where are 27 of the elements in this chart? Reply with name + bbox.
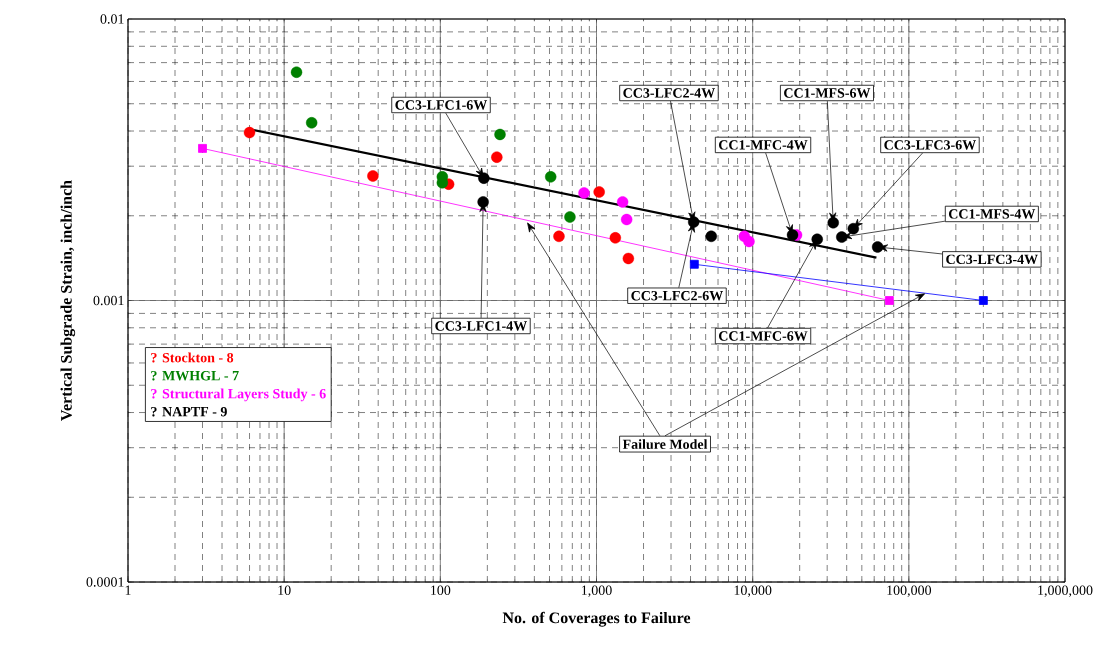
- y-tick-label: 0.01: [100, 14, 124, 24]
- text: ? Stockton - 8: [151, 352, 234, 363]
- annotation: CC1-MFC-6W: [719, 331, 808, 341]
- y-tick-label: 0.0001: [86, 577, 124, 587]
- x-tick-label: 10,000: [734, 585, 772, 597]
- x-tick-label: 100,000: [887, 585, 932, 597]
- x-axis-title: No. of Coverages to Failure: [502, 611, 691, 627]
- annotation: CC3-LFC2-4W: [623, 88, 715, 98]
- annotation: CC1-MFS-4W: [948, 209, 1036, 219]
- y-tick-label: 0.001: [93, 295, 124, 306]
- y-axis-title: Vertical Subgrade Strain, inch/inch: [60, 180, 76, 421]
- annotation: CC3-LFC3-4W: [946, 254, 1038, 265]
- x-tick-label: 10: [278, 585, 291, 595]
- x-tick-label: 100: [431, 585, 451, 595]
- annotation: CC1-MFS-6W: [784, 88, 871, 98]
- annotation: CC3-LFC2-6W: [631, 290, 724, 301]
- x-tick-label: 1: [125, 585, 131, 595]
- annotation: Failure Model: [622, 439, 708, 450]
- text: ? MWHGL - 7: [151, 370, 239, 381]
- annotation: CC3-LFC1-6W: [395, 100, 488, 110]
- annotation: CC3-LFC3-6W: [884, 140, 976, 150]
- annotation: CC1-MFC-4W: [719, 140, 808, 150]
- text: ? NAPTF - 9: [151, 406, 227, 417]
- annotation: CC3-LFC1-4W: [435, 321, 527, 331]
- x-tick-label: 1,000,000: [1038, 585, 1093, 597]
- text: ? Structural Layers Study - 6: [151, 388, 326, 402]
- x-tick-label: 1,000: [581, 585, 612, 597]
